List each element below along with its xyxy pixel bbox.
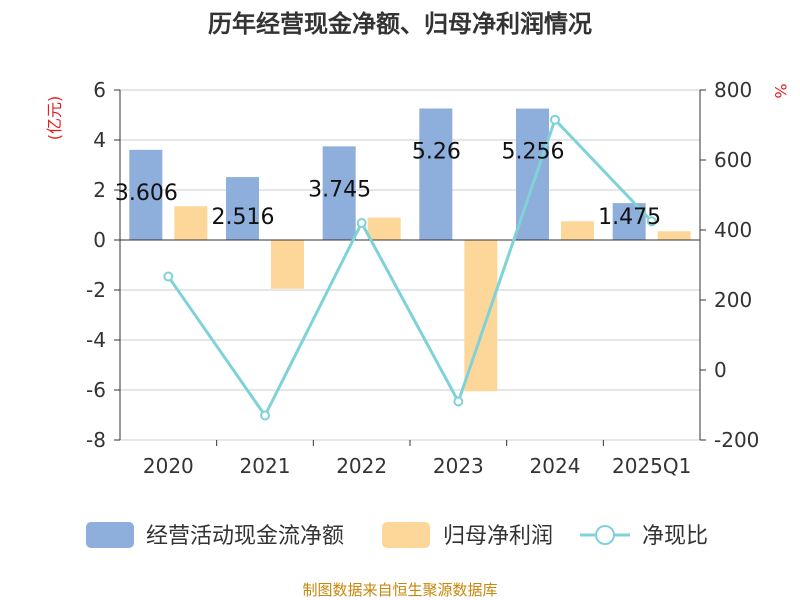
data-label: 5.256 (502, 140, 565, 165)
grid (120, 89, 700, 441)
legend-swatch-cashflow (86, 522, 134, 548)
data-label: 5.26 (412, 140, 461, 165)
bar-net-profit (561, 221, 594, 240)
legend-label-net-profit: 归母净利润 (443, 524, 553, 549)
legend-swatch-ratio-point (595, 525, 615, 545)
data-label: 3.745 (308, 177, 371, 202)
right-tick-label: 0 (714, 358, 727, 382)
right-axis-unit: % (771, 83, 790, 98)
ratio-point (163, 271, 174, 282)
x-tick-label: 2020 (143, 454, 194, 478)
ratio-line (163, 114, 657, 421)
right-tick-label: 400 (714, 218, 752, 242)
x-tick-label: 2024 (530, 454, 581, 478)
left-axis-unit: (亿元) (45, 96, 64, 141)
right-tick-label: 600 (714, 148, 752, 172)
bar-net-profit (271, 240, 304, 289)
right-tick-label: 200 (714, 288, 752, 312)
left-tick-label: -8 (86, 428, 106, 452)
axes (114, 89, 706, 446)
bar-net-profit (367, 217, 401, 240)
bar-cashflow (419, 108, 453, 240)
legend-label-cashflow: 经营活动现金流净额 (146, 524, 344, 549)
right-tick-label: 800 (714, 78, 752, 102)
bar-cashflow (226, 177, 259, 240)
right-tick-label: -200 (714, 428, 759, 452)
bar-net-profit (174, 206, 208, 240)
ratio-point (356, 218, 367, 228)
tick-labels: 6 4 2 0 -2 -4 -6 -8 800 600 400 200 0 -200 2020 2021 202… (86, 78, 759, 478)
x-tick-label: 2022 (336, 454, 387, 478)
x-tick-label: 2025Q1 (612, 454, 691, 478)
bars (129, 108, 691, 392)
left-tick-label: 6 (93, 78, 106, 102)
data-label: 1.475 (598, 205, 661, 230)
chart-title: 历年经营现金净额、归母净利润情况 (208, 10, 592, 38)
left-tick-label: 2 (93, 178, 106, 202)
data-label: 2.516 (212, 205, 275, 230)
ratio-point (453, 396, 464, 407)
legend-label-ratio: 净现比 (642, 524, 708, 549)
x-tick-label: 2023 (433, 454, 484, 478)
bar-cashflow (129, 149, 163, 240)
data-labels: 3.606 2.516 3.745 5.26 5.256 1.475 (115, 140, 661, 231)
legend: 经营活动现金流净额 归母净利润 净现比 (86, 522, 708, 549)
ratio-point (550, 114, 560, 125)
left-tick-label: -6 (86, 378, 106, 402)
source-note: 制图数据来自恒生聚源数据库 (302, 581, 497, 599)
data-label: 3.606 (115, 181, 178, 206)
ratio-line-path (167, 116, 653, 419)
left-tick-label: -4 (86, 328, 106, 352)
ratio-point (646, 216, 657, 227)
bar-cashflow (322, 146, 356, 240)
left-tick-label: -2 (86, 278, 106, 302)
x-tick-label: 2021 (240, 454, 291, 478)
legend-swatch-net-profit (382, 522, 430, 548)
ratio-point (260, 410, 270, 421)
left-tick-label: 4 (93, 128, 106, 152)
bar-net-profit (657, 231, 691, 240)
left-tick-label: 0 (93, 228, 106, 252)
